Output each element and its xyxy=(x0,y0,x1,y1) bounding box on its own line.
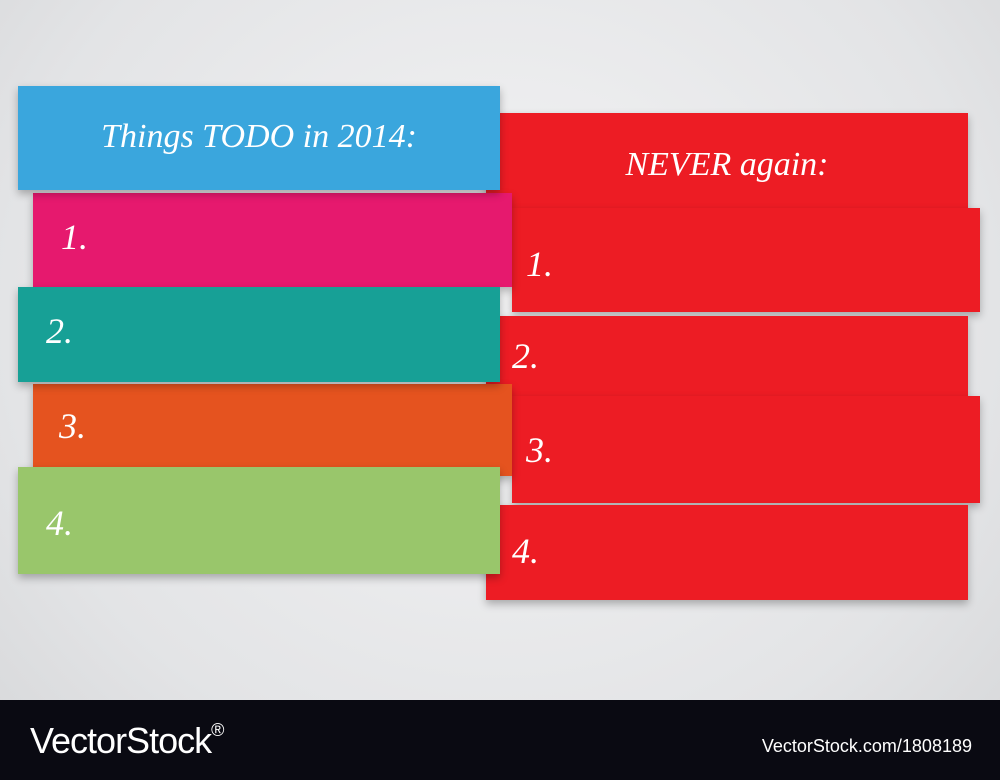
brand: VectorStock® xyxy=(30,720,224,762)
right-item: 2. xyxy=(512,336,539,376)
brand-name: VectorStock xyxy=(30,720,212,761)
left-title-ribbon: Things TODO in 2014: xyxy=(18,86,500,190)
left-item-ribbon: 1. xyxy=(33,193,512,287)
image-url: VectorStock.com/1808189 xyxy=(761,736,972,756)
right-item-ribbon: 2. xyxy=(486,316,968,408)
right-item: 4. xyxy=(512,531,539,571)
left-item-ribbon: 4. xyxy=(18,467,500,574)
right-item: 1. xyxy=(526,244,553,284)
left-title: Things TODO in 2014: xyxy=(101,118,417,155)
right-item-ribbon: 1. xyxy=(512,208,980,312)
right-item: 3. xyxy=(526,430,553,470)
left-item: 1. xyxy=(61,217,88,257)
footer: VectorStock® VectorStock.com/1808189 xyxy=(0,700,1000,780)
right-title-ribbon: NEVER again: xyxy=(486,113,968,219)
left-item-ribbon: 3. xyxy=(33,384,512,476)
right-item-ribbon: 3. xyxy=(512,396,980,503)
left-item: 2. xyxy=(46,311,73,351)
left-item: 4. xyxy=(46,503,73,543)
right-item-ribbon: 4. xyxy=(486,505,968,600)
left-item: 3. xyxy=(59,406,86,446)
registered-mark: ® xyxy=(211,720,224,740)
left-item-ribbon: 2. xyxy=(18,287,500,382)
right-title: NEVER again: xyxy=(625,146,829,183)
